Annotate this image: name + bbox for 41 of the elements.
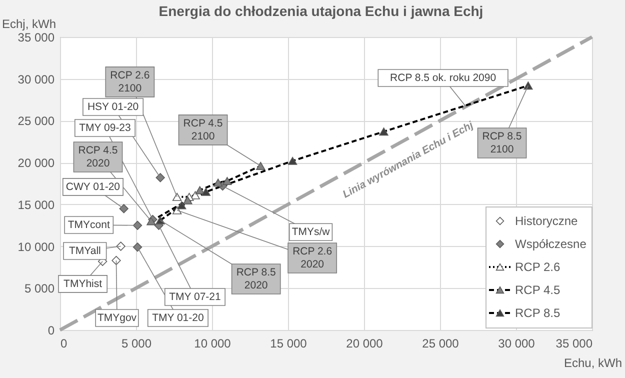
legend-label: RCP 2.6: [515, 260, 560, 274]
y-tick-label: 10 000: [18, 240, 55, 254]
legend-label: RCP 8.5: [515, 306, 560, 320]
y-tick-label: 30 000: [18, 72, 55, 86]
y-tick-label: 25 000: [18, 114, 55, 128]
x-tick-label: 25 000: [422, 336, 460, 350]
annotation: TMYall: [68, 244, 101, 257]
annotation: RCP 8.5 ok. roku 2090: [390, 72, 496, 84]
y-tick-label: 35 000: [18, 30, 55, 44]
x-tick-label: 20 000: [346, 336, 384, 350]
annotation: TMY 09-23: [79, 122, 132, 134]
annotation: RCP 8.5 2020: [236, 266, 276, 292]
annotation: RCP 4.5 2100: [183, 117, 223, 142]
annotation: TMY 07-21: [169, 291, 222, 304]
legend-label: Historyczne: [515, 214, 578, 228]
annotation: RCP 4.5 2020: [78, 144, 118, 170]
x-tick-label: 30 000: [498, 336, 536, 350]
annotation: TMYs/w: [292, 226, 330, 238]
annotation: TMYgov: [97, 312, 138, 324]
y-tick-label: 20 000: [18, 156, 55, 170]
annotation: RCP 8.5 2100: [482, 130, 522, 156]
annotation: RCP 2.6 2100: [110, 69, 150, 94]
chart-title: Energia do chłodzenia utajona Echu i jawna Echj: [158, 3, 484, 19]
annotation: RCP 2.6 2020: [292, 246, 332, 271]
annotation: TMY 01-20: [152, 312, 204, 324]
x-tick-label: 10 000: [194, 336, 232, 350]
annotation: TMYhist: [64, 278, 102, 290]
annotation: TMYcont: [68, 219, 110, 232]
x-tick-label: 5 000: [121, 336, 152, 350]
legend-label: Współczesne: [515, 237, 587, 251]
x-axis-title: Echu, kWh: [564, 356, 622, 370]
x-tick-label: 0: [60, 336, 68, 350]
annotation: HSY 01-20: [87, 100, 139, 113]
y-tick-label: 0: [48, 324, 55, 338]
y-tick-label: 15 000: [18, 198, 55, 212]
x-tick-label: 35 000: [556, 336, 593, 350]
annotation: CWY 01-20: [66, 180, 120, 193]
y-axis-title: Echj, kWh: [2, 17, 56, 31]
legend-label: RCP 4.5: [515, 283, 560, 297]
x-tick-label: 15 000: [270, 336, 308, 350]
y-tick-label: 5 000: [24, 282, 55, 296]
